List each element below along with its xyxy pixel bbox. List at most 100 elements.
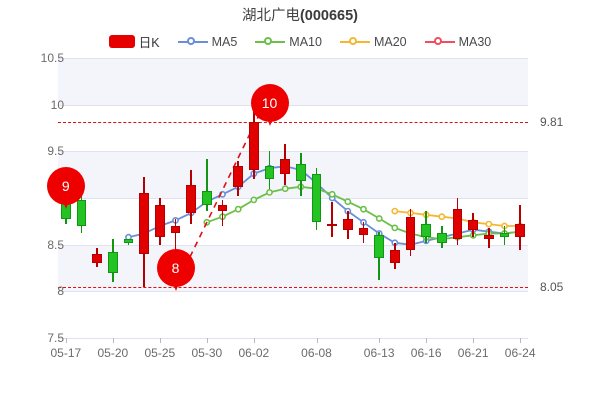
candle-body[interactable]	[248, 122, 259, 170]
stock-name: 湖北广电	[241, 8, 300, 24]
candle-body[interactable]	[154, 205, 165, 238]
balloon-circle-icon	[156, 248, 195, 287]
x-axis-tick-mark	[379, 338, 381, 343]
y-axis-tick-label: 8.5	[47, 237, 64, 252]
candle-body[interactable]	[499, 233, 510, 238]
legend-item-ma30[interactable]: MA30	[424, 35, 491, 49]
candle-body[interactable]	[468, 220, 478, 230]
gridline	[58, 58, 528, 59]
candle-body[interactable]	[264, 166, 275, 180]
level-label-support: 8.05	[540, 279, 564, 294]
legend-label: MA20	[373, 34, 407, 49]
y-axis-tick-label: 8	[57, 284, 64, 299]
candle-wick	[221, 199, 224, 226]
candle-body[interactable]	[483, 235, 494, 240]
x-axis-tick-label: 06-24	[504, 346, 536, 360]
x-axis-tick-label: 06-08	[301, 346, 332, 360]
x-axis-tick-mark	[206, 338, 208, 343]
candle-body[interactable]	[389, 250, 400, 264]
candle-wick	[206, 158, 208, 212]
x-axis-tick-mark	[426, 338, 428, 343]
balloon-label: 8	[171, 259, 180, 276]
series-point-ma10	[250, 196, 258, 204]
series-point-ma20	[438, 213, 446, 221]
candle-body[interactable]	[374, 235, 384, 258]
x-axis-tick-mark	[316, 338, 318, 343]
plot-band	[58, 244, 528, 292]
candle-body[interactable]	[311, 173, 322, 223]
candle-body[interactable]	[186, 184, 196, 213]
candle-body[interactable]	[405, 216, 416, 251]
candle-body[interactable]	[201, 190, 212, 206]
series-point-ma10	[281, 185, 289, 193]
x-axis-tick-mark	[159, 338, 161, 343]
gridline	[58, 198, 528, 199]
legend-label: MA5	[211, 34, 238, 49]
y-axis-tick-label: 9.5	[47, 144, 64, 159]
candle-body[interactable]	[217, 205, 228, 212]
x-axis-tick-label: 05-20	[97, 346, 129, 360]
candle-body[interactable]	[280, 158, 290, 174]
candle-body[interactable]	[452, 209, 463, 240]
x-axis-tick-label: 06-02	[238, 346, 270, 360]
legend-item-ma10[interactable]: MA10	[255, 35, 322, 49]
series-point-ma10	[360, 205, 367, 213]
candle-body[interactable]	[139, 193, 149, 254]
candle-body[interactable]	[342, 218, 353, 230]
balloon-label: 9	[61, 178, 70, 195]
gridline	[58, 338, 528, 339]
candle-body[interactable]	[92, 254, 102, 264]
x-axis-tick-label: 06-13	[363, 346, 395, 360]
candle-body[interactable]	[233, 166, 243, 187]
balloon-circle-icon	[250, 84, 289, 123]
legend-item-ma20[interactable]: MA20	[339, 34, 407, 49]
candle-swatch-icon	[108, 35, 135, 48]
candle-body[interactable]	[107, 252, 118, 273]
gridline	[58, 291, 528, 293]
series-point-ma10	[375, 215, 383, 222]
y-axis-tick-label: 7.5	[47, 331, 64, 345]
candle-body[interactable]	[436, 233, 447, 243]
plot-band	[58, 198, 528, 245]
page-title: 湖北广电(000665)	[0, 4, 600, 25]
candle-body[interactable]	[515, 224, 525, 238]
plot-area	[58, 58, 528, 339]
candle-body[interactable]	[170, 226, 181, 234]
plot-band	[58, 58, 528, 105]
candle-wick	[331, 201, 333, 238]
level-label-resistance: 9.81	[540, 115, 564, 130]
plot-band	[58, 151, 528, 198]
candle-body[interactable]	[76, 199, 87, 226]
x-axis-tick-mark	[65, 338, 67, 343]
candle-body[interactable]	[358, 227, 369, 236]
x-axis-tick-label: 06-16	[410, 346, 442, 360]
balloon-8[interactable]: 8	[156, 248, 195, 291]
balloon-10[interactable]: 10	[250, 84, 289, 127]
chart-legend: 日K MA5 MA10 MA20 MA30	[0, 32, 600, 51]
candle-body[interactable]	[421, 224, 431, 238]
candle-body[interactable]	[295, 164, 306, 182]
candle-body[interactable]	[327, 224, 337, 227]
legend-item-k[interactable]: 日K	[108, 32, 160, 51]
x-axis-tick-label: 05-17	[50, 346, 82, 360]
x-axis-tick-mark	[473, 338, 475, 343]
legend-label: MA10	[289, 34, 322, 49]
candle-body[interactable]	[123, 239, 134, 243]
series-point-ma20	[485, 220, 493, 228]
series-point-ma20	[391, 207, 399, 215]
gridline	[58, 104, 528, 106]
x-axis-tick-label: 05-25	[144, 346, 176, 360]
x-axis-tick-mark	[253, 338, 255, 343]
plot-band	[58, 104, 528, 152]
x-axis-tick-mark	[520, 338, 522, 343]
balloon-9[interactable]: 9	[46, 167, 85, 210]
y-axis-tick-label: 10	[50, 97, 64, 112]
x-axis-tick-label: 05-30	[191, 346, 223, 360]
stock-code: (000665)	[299, 8, 359, 24]
series-point-ma10	[234, 205, 242, 213]
level-line-resistance	[58, 122, 528, 124]
legend-item-ma5[interactable]: MA5	[177, 34, 238, 49]
balloon-circle-icon	[46, 167, 85, 206]
legend-label: 日K	[138, 36, 160, 50]
